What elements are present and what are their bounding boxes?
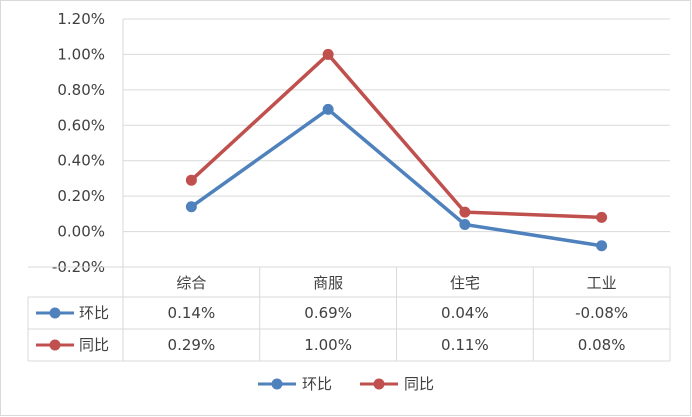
table-cell-value: -0.08% [575,304,628,322]
series-line [190,107,602,248]
y-tick-label: 1.20% [57,10,105,28]
data-point [596,211,608,223]
y-tick-label: 0.00% [57,223,105,241]
data-point [459,218,471,230]
category-label: 综合 [176,274,206,292]
data-point [596,240,608,252]
y-tick-label: 0.80% [57,81,105,99]
category-label: 商服 [313,274,343,292]
legend-swatch-marker [373,378,385,390]
data-point [322,103,334,115]
table-cell-value: 0.08% [578,336,626,354]
data-point [185,174,197,186]
table-cell-value: 0.11% [441,336,489,354]
category-label: 工业 [587,274,617,292]
table-series-name: 同比 [79,336,109,354]
y-tick-label: 0.20% [57,187,105,205]
y-tick-label: 0.40% [57,152,105,170]
table-cell-value: 0.04% [441,304,489,322]
table-cell-value: 0.14% [168,304,216,322]
y-tick-label: 1.00% [57,45,105,63]
y-tick-label: 0.60% [57,116,105,134]
table-cell-value: 1.00% [304,336,352,354]
series-line [190,52,602,220]
data-point [185,201,197,213]
table-cell-value: 0.69% [304,304,352,322]
legend-swatch-marker [271,378,283,390]
grid-lines [122,18,670,267]
data-point [459,206,471,218]
series-lines [185,48,608,252]
legend-label: 同比 [404,375,434,393]
table-series-name: 环比 [79,304,109,322]
table-series-swatch-marker [49,339,61,351]
table-cell-value: 0.29% [168,336,216,354]
data-point [322,48,334,60]
legend: 环比 同比 [258,375,434,393]
table-series-swatch-marker [49,307,61,319]
legend-label: 环比 [302,375,332,393]
category-label: 住宅 [450,274,480,292]
